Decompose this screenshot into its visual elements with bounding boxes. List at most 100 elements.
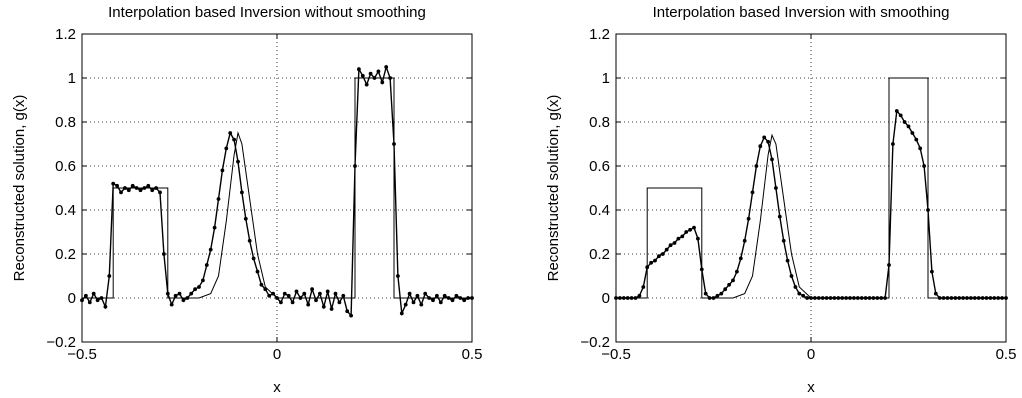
data-point bbox=[333, 291, 338, 296]
data-point bbox=[138, 188, 143, 193]
exact-solution-line bbox=[616, 77, 1006, 299]
data-point bbox=[119, 190, 123, 195]
data-point bbox=[236, 159, 240, 164]
data-point bbox=[376, 69, 381, 74]
data-point bbox=[871, 296, 876, 300]
data-point bbox=[933, 291, 938, 296]
data-point bbox=[329, 307, 334, 311]
data-point bbox=[852, 296, 856, 300]
data-point bbox=[746, 216, 751, 221]
data-point bbox=[649, 260, 653, 265]
data-point bbox=[660, 252, 665, 256]
data-point bbox=[380, 80, 385, 85]
data-point bbox=[711, 296, 716, 300]
data-point bbox=[688, 227, 692, 232]
data-point bbox=[111, 181, 116, 186]
x-tick-label: 0.5 bbox=[996, 346, 1017, 363]
data-point bbox=[867, 296, 872, 300]
data-point bbox=[372, 76, 377, 80]
data-point bbox=[337, 300, 342, 305]
data-point bbox=[240, 190, 244, 195]
y-tick-label: 0.8 bbox=[55, 114, 76, 131]
data-point bbox=[403, 302, 408, 307]
data-point bbox=[949, 296, 954, 300]
data-point bbox=[158, 190, 162, 195]
data-point bbox=[310, 287, 314, 292]
y-tick-label: 1 bbox=[602, 70, 610, 87]
data-point bbox=[621, 296, 626, 300]
data-point bbox=[220, 168, 225, 173]
data-point bbox=[957, 296, 962, 300]
data-point bbox=[415, 293, 420, 298]
data-point bbox=[208, 247, 213, 252]
y-tick-label: −0.2 bbox=[46, 334, 76, 351]
data-point bbox=[672, 241, 677, 245]
data-point bbox=[271, 291, 275, 296]
data-point bbox=[87, 300, 92, 305]
data-point bbox=[201, 278, 205, 283]
data-point bbox=[318, 291, 322, 296]
data-point bbox=[754, 164, 759, 168]
data-point bbox=[173, 293, 178, 298]
data-point bbox=[629, 296, 634, 300]
data-point bbox=[653, 258, 657, 263]
data-point bbox=[185, 296, 190, 300]
data-point bbox=[411, 300, 416, 305]
data-point bbox=[450, 298, 455, 303]
data-point bbox=[832, 296, 837, 300]
data-point bbox=[953, 296, 958, 300]
data-point bbox=[423, 291, 428, 296]
data-point bbox=[988, 296, 993, 300]
chart-title: Interpolation based Inversion without sm… bbox=[108, 4, 426, 21]
data-point bbox=[735, 269, 739, 274]
data-point bbox=[918, 146, 923, 151]
data-point bbox=[664, 247, 669, 252]
data-point bbox=[742, 238, 747, 243]
data-point bbox=[314, 298, 318, 303]
data-point bbox=[879, 296, 884, 300]
data-point bbox=[910, 131, 915, 135]
data-point bbox=[863, 296, 868, 300]
data-point bbox=[969, 296, 973, 300]
data-point bbox=[275, 296, 279, 300]
y-tick-label: 1.2 bbox=[55, 26, 76, 43]
data-point bbox=[115, 183, 119, 188]
data-point bbox=[345, 309, 350, 314]
data-point bbox=[290, 300, 295, 305]
x-axis-label: x bbox=[807, 379, 815, 396]
data-point bbox=[458, 296, 463, 300]
data-point bbox=[992, 296, 997, 300]
x-tick-label: −0.5 bbox=[67, 346, 97, 363]
data-point bbox=[676, 236, 681, 241]
data-point bbox=[820, 296, 825, 300]
data-point bbox=[228, 131, 233, 135]
data-point bbox=[134, 186, 139, 190]
data-point bbox=[396, 274, 400, 278]
data-point bbox=[91, 291, 96, 296]
data-point bbox=[937, 296, 942, 300]
data-point bbox=[774, 186, 778, 190]
data-point bbox=[793, 285, 798, 289]
data-point bbox=[844, 296, 848, 300]
data-point bbox=[462, 298, 467, 303]
data-point bbox=[407, 291, 412, 296]
data-point bbox=[364, 82, 369, 87]
data-point bbox=[325, 289, 330, 294]
data-point bbox=[431, 298, 435, 303]
data-point bbox=[824, 296, 829, 300]
data-point bbox=[727, 282, 731, 287]
data-point bbox=[146, 183, 151, 188]
y-tick-label: 0.2 bbox=[55, 246, 76, 263]
data-point bbox=[680, 234, 685, 239]
data-point bbox=[181, 298, 186, 303]
data-point bbox=[965, 296, 969, 300]
x-tick-label: 0.5 bbox=[462, 346, 483, 363]
y-tick-label: 1 bbox=[68, 70, 76, 87]
data-point bbox=[353, 164, 357, 168]
data-point bbox=[142, 186, 147, 190]
data-point bbox=[197, 285, 201, 289]
data-point bbox=[126, 188, 131, 193]
y-tick-label: 0 bbox=[602, 290, 610, 307]
data-point bbox=[107, 274, 112, 278]
